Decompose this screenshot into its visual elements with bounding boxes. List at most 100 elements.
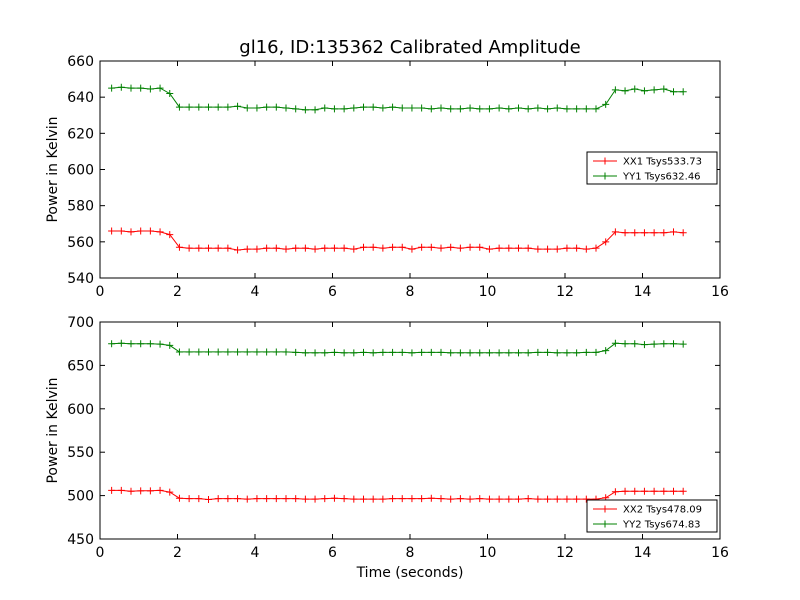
data-point xyxy=(175,243,183,251)
data-point xyxy=(447,243,455,251)
y-tick-label: 660 xyxy=(67,54,94,70)
y-tick-label: 550 xyxy=(67,445,94,461)
data-point xyxy=(156,228,164,236)
data-point xyxy=(350,245,358,253)
data-point xyxy=(108,340,116,348)
data-point xyxy=(515,104,522,112)
data-point xyxy=(495,104,503,112)
data-point xyxy=(631,85,639,93)
data-point xyxy=(108,486,116,494)
data-point xyxy=(311,349,319,357)
data-point xyxy=(447,495,455,503)
data-point xyxy=(670,228,677,236)
data-point xyxy=(650,229,658,237)
data-point xyxy=(408,349,416,357)
x-tick-label: 14 xyxy=(634,284,652,300)
data-point xyxy=(427,494,435,502)
x-tick-label: 8 xyxy=(406,284,415,300)
data-point xyxy=(534,495,542,503)
data-point xyxy=(602,238,610,246)
data-point xyxy=(292,348,300,356)
data-point xyxy=(185,244,193,252)
data-point xyxy=(243,245,251,253)
data-point xyxy=(389,348,397,356)
data-point xyxy=(137,84,145,92)
data-point xyxy=(166,488,174,496)
x-tick-label: 10 xyxy=(479,284,497,300)
data-point xyxy=(369,103,377,111)
data-point xyxy=(515,349,522,357)
data-point xyxy=(524,105,532,113)
data-point xyxy=(166,341,174,349)
data-point xyxy=(505,495,513,503)
x-tick-label: 4 xyxy=(251,284,260,300)
data-point xyxy=(253,245,261,253)
x-tick-label: 6 xyxy=(328,545,337,561)
x-tick-label: 6 xyxy=(328,284,337,300)
data-point xyxy=(592,244,600,252)
data-point xyxy=(592,105,600,113)
legend-marker xyxy=(601,520,609,528)
data-point xyxy=(573,244,581,252)
data-point xyxy=(563,244,571,252)
data-point xyxy=(476,349,484,357)
data-point xyxy=(650,487,658,495)
data-point xyxy=(505,349,513,357)
data-point xyxy=(631,340,639,348)
data-point xyxy=(195,348,203,356)
x-tick-label: 8 xyxy=(406,545,415,561)
data-point xyxy=(263,348,271,356)
data-point xyxy=(146,227,154,235)
x-tick-label: 10 xyxy=(479,545,497,561)
data-point xyxy=(272,348,280,356)
data-point xyxy=(360,348,367,356)
data-point xyxy=(301,244,309,252)
data-point xyxy=(621,229,629,237)
data-point xyxy=(660,340,668,348)
data-point xyxy=(611,339,619,347)
x-tick-label: 12 xyxy=(556,545,574,561)
data-point xyxy=(224,103,232,111)
data-point xyxy=(263,103,271,111)
data-point xyxy=(544,245,552,253)
data-point xyxy=(137,340,145,348)
x-axis-label: Time (seconds) xyxy=(356,565,464,581)
x-tick-label: 16 xyxy=(711,545,729,561)
data-point xyxy=(437,104,445,112)
data-point xyxy=(515,495,522,503)
data-point xyxy=(146,85,154,93)
data-point xyxy=(476,105,484,113)
data-point xyxy=(301,349,309,357)
data-point xyxy=(224,348,232,356)
data-point xyxy=(485,245,493,253)
data-point xyxy=(360,103,367,111)
data-point xyxy=(476,495,484,503)
legend-entry-label: YY1 Tsys632.46 xyxy=(622,172,701,183)
data-point xyxy=(553,349,561,357)
data-point xyxy=(301,495,309,503)
data-point xyxy=(447,349,455,357)
y-tick-label: 600 xyxy=(67,163,94,179)
data-point xyxy=(330,244,338,252)
data-point xyxy=(563,495,571,503)
data-point xyxy=(660,85,668,93)
data-point xyxy=(621,487,629,495)
data-point xyxy=(534,104,542,112)
data-point xyxy=(234,102,242,110)
data-point xyxy=(301,106,309,114)
data-point xyxy=(495,495,503,503)
data-point xyxy=(234,246,242,254)
data-point xyxy=(544,348,552,356)
data-point xyxy=(631,229,639,237)
data-point xyxy=(379,495,387,503)
y-tick-label: 540 xyxy=(67,271,94,287)
data-point xyxy=(321,495,329,503)
data-point xyxy=(476,243,484,251)
data-point xyxy=(146,340,154,348)
legend-entry-label: XX1 Tsys533.73 xyxy=(623,157,702,168)
y-tick-label: 600 xyxy=(67,402,94,418)
data-point xyxy=(427,243,435,251)
data-point xyxy=(456,244,464,252)
data-point xyxy=(146,487,154,495)
